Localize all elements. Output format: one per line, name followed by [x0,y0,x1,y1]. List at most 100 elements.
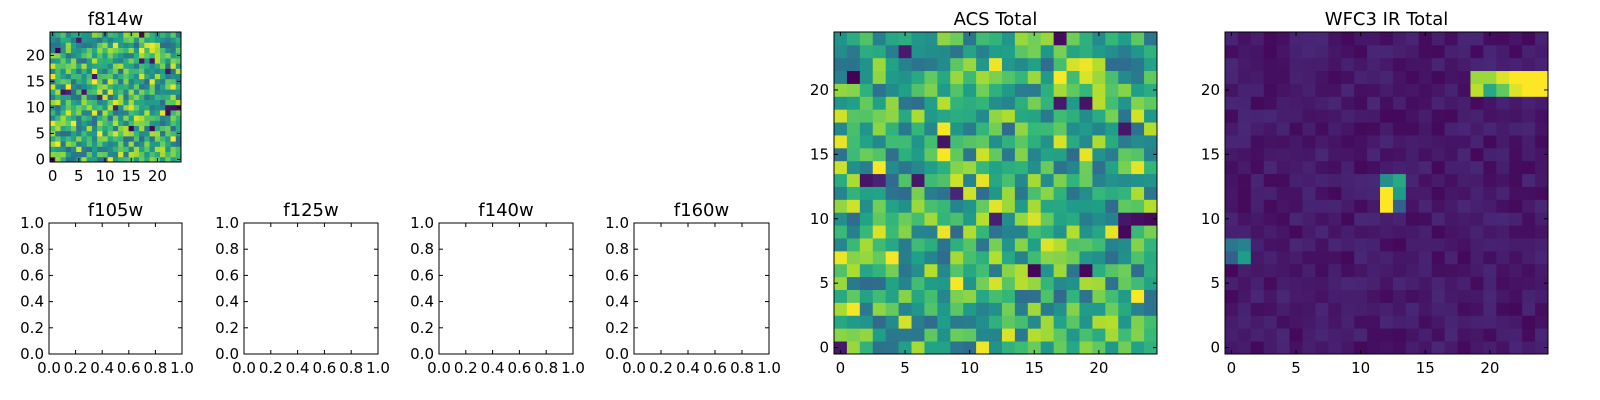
heatmap-cell [1079,341,1093,355]
heatmap-cell [1079,83,1093,97]
heatmap-cell [1328,212,1342,226]
heatmap-cell [97,120,103,126]
heatmap-cell [65,68,72,74]
heatmap-cell [937,341,951,355]
heatmap-cell [989,147,1003,162]
heatmap-cell [1237,302,1252,316]
heatmap-cell [81,63,88,69]
heatmap-cell [133,104,140,111]
heatmap-cell [1470,276,1484,290]
heatmap-cell [1354,109,1368,123]
heatmap-cell [1066,199,1080,213]
heatmap-cell [1027,147,1042,162]
heatmap-cell [1522,289,1536,303]
heatmap-cell [160,151,166,158]
subplot-title: f140w [478,200,533,221]
y-tick-label: 5 [1210,274,1220,292]
heatmap-cell [139,73,145,80]
heatmap-cell [1431,147,1446,162]
heatmap-cell [170,78,177,85]
heatmap-cell [1457,199,1471,213]
heatmap-cell [149,99,156,106]
heatmap-cell [1315,250,1329,265]
heatmap-cell [976,289,990,303]
heatmap-cell [1470,160,1484,175]
heatmap-cell [76,120,82,126]
heatmap-cell [885,83,899,97]
heatmap-cell [1444,212,1458,226]
subplot-title: ACS Total [954,9,1038,30]
heatmap-cell [1496,57,1510,72]
heatmap-cell [1380,238,1394,252]
heatmap-cell [885,315,899,329]
heatmap-cell [1079,289,1093,303]
heatmap-cell [1328,199,1342,213]
heatmap-cell [1444,199,1458,213]
heatmap-cell [1418,289,1433,303]
heatmap-cell [1001,70,1016,84]
heatmap-cell [1079,135,1093,149]
heatmap-cell [70,47,77,54]
heatmap-cell [1289,212,1303,226]
heatmap-cell [1431,225,1446,239]
heatmap-cell [950,302,964,316]
y-tick-label: 0.4 [605,293,629,311]
heatmap-cell [1457,250,1471,265]
heatmap-cell [1328,289,1342,303]
heatmap-cell [50,68,56,74]
heatmap-cell [1105,315,1119,329]
heatmap-cell [1131,250,1145,265]
heatmap-cell [911,250,925,265]
heatmap-cell [123,37,129,43]
heatmap-cell [1470,212,1484,226]
heatmap-cell [55,52,61,59]
heatmap-cell [112,130,119,137]
heatmap-cell [1276,173,1290,187]
heatmap-cell [1483,315,1497,329]
heatmap-cell [107,94,114,100]
heatmap-cell [1131,135,1145,149]
heatmap-cell [97,104,103,111]
heatmap-cell [1341,44,1355,59]
heatmap-cell [70,130,77,137]
heatmap-cell [1418,212,1433,226]
heatmap-cell [1250,289,1265,303]
heatmap-cell [1105,57,1119,72]
heatmap-cell [76,136,82,142]
heatmap-cell [86,136,93,142]
heatmap-cell [97,151,103,158]
heatmap-cell [1131,225,1145,239]
heatmap-cell [1066,173,1080,187]
heatmap-cell [1496,238,1510,252]
heatmap-cell [1380,173,1394,187]
heatmap-cell [1131,147,1145,162]
y-tick-label: 15 [1201,145,1220,163]
heatmap-cell [149,104,156,111]
heatmap-cell [937,160,951,175]
heatmap-cell [1367,122,1381,136]
heatmap-cell [1014,315,1029,329]
heatmap-cell [1263,250,1278,265]
heatmap-cell [950,44,964,59]
heatmap-cell [1144,199,1158,213]
heatmap-cell [1367,32,1381,46]
heatmap-cell [1289,341,1303,355]
heatmap-cell [1328,122,1342,136]
heatmap-cell [112,104,119,111]
heatmap-cell [898,135,912,149]
heatmap-cell [1418,225,1433,239]
heatmap-cell [60,42,67,48]
heatmap-cell [1483,83,1497,97]
heatmap-cell [1509,276,1523,290]
heatmap-cell [950,70,964,84]
heatmap-cell [834,225,848,239]
heatmap-cell [1001,341,1016,355]
y-tick-label: 0.4 [410,293,434,311]
heatmap-cell [1328,302,1342,316]
heatmap-cell [989,199,1003,213]
heatmap-cell [963,160,977,175]
heatmap-cell [1405,341,1420,355]
heatmap-cell [911,109,925,123]
heatmap-cell [1367,250,1381,265]
